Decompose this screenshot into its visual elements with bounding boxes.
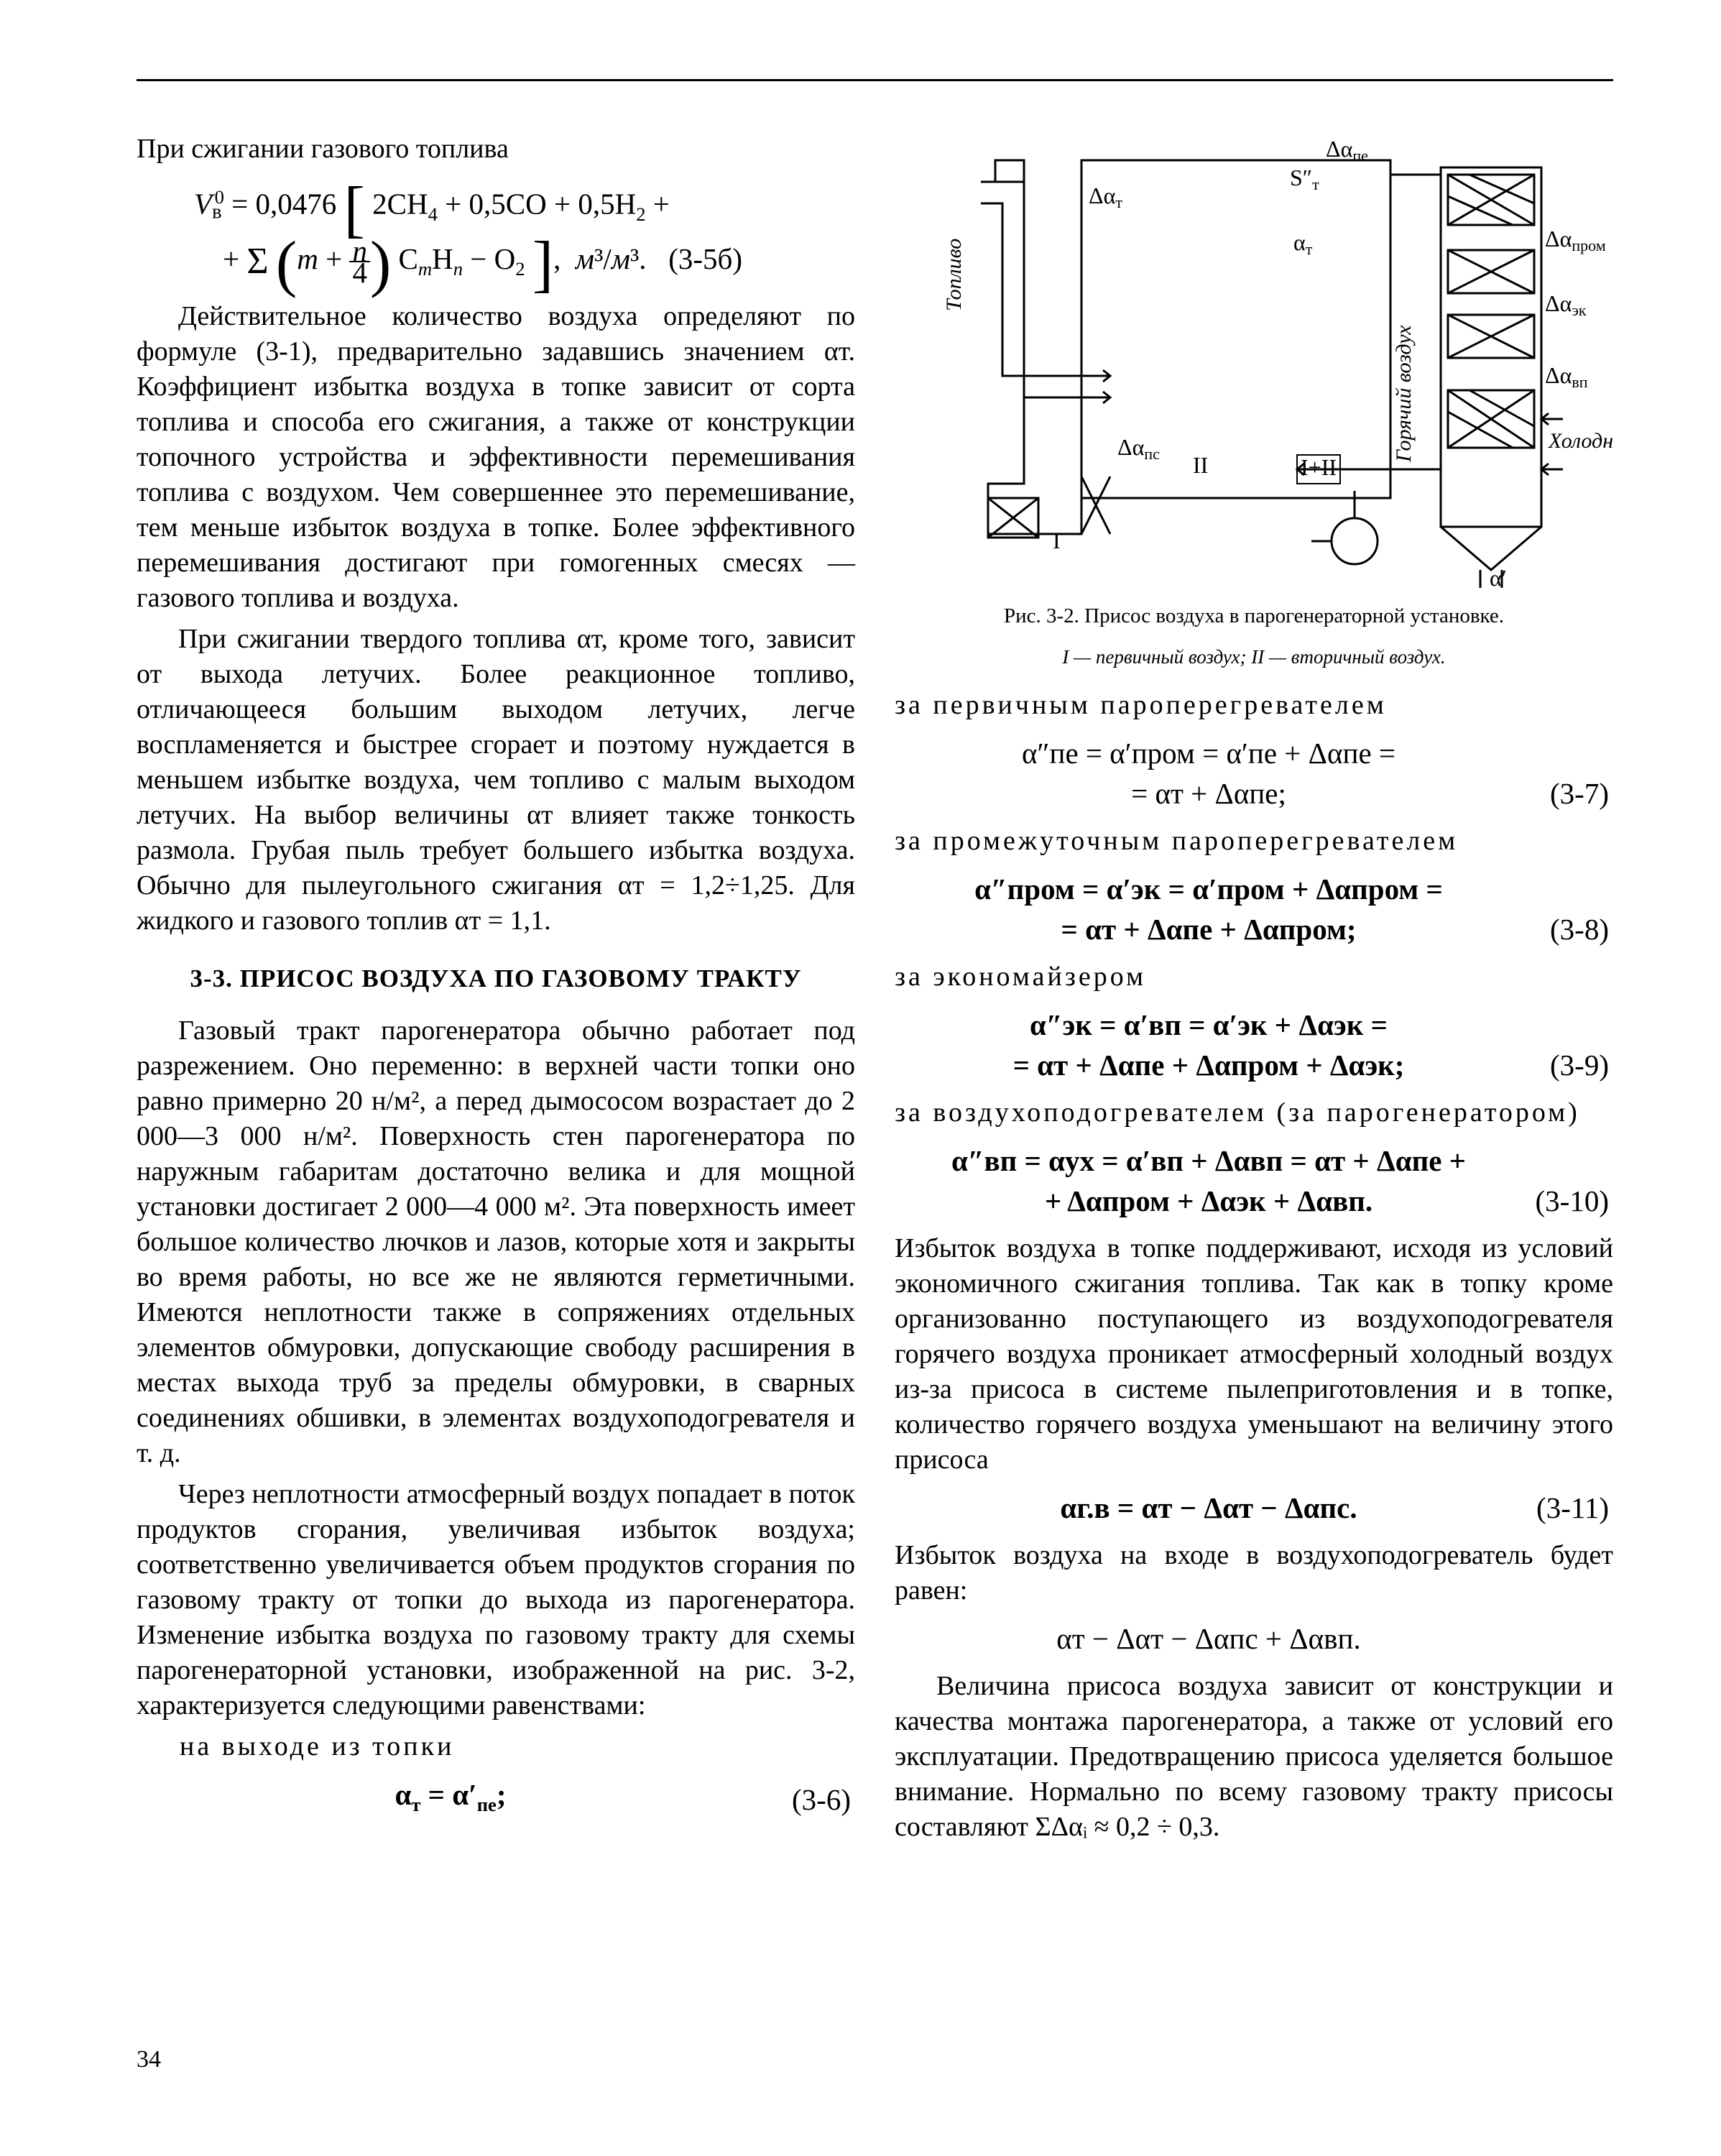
figure-caption-2: I — первичный воздух; II — вторичный воз… xyxy=(895,645,1613,669)
right-p7: Избыток воздуха на входе в воздухоподогр… xyxy=(895,1538,1613,1608)
svg-text:Δαпе: Δαпе xyxy=(1326,136,1368,165)
svg-text:Горячий воздух: Горячий воздух xyxy=(1392,325,1416,463)
figure-caption-1: Рис. 3-2. Присос воздуха в парогенератор… xyxy=(895,603,1613,629)
svg-text:αт: αт xyxy=(1293,229,1313,258)
svg-text:Топливо: Топливо xyxy=(942,239,966,311)
equation-3-10: α″вп = αух = α′вп + Δαвп = αт + Δαпе + +… xyxy=(895,1141,1613,1221)
equation-3-11: αг.в = αт − Δαт − Δαпс.(3-11) xyxy=(895,1488,1613,1528)
equation-3-6: αт = α′пе; (3-6) xyxy=(137,1774,855,1825)
figure-3-2: Топливо Горячий воздух Холодный воздух Δ… xyxy=(895,132,1613,591)
left-label-exit-topka: на выходе из топки xyxy=(137,1729,855,1764)
svg-text:α′: α′ xyxy=(1490,565,1507,591)
svg-text:II: II xyxy=(1193,452,1208,478)
right-p8: Величина присоса воздуха зависит от конс… xyxy=(895,1669,1613,1845)
right-s2: за промежуточным пароперегревателем xyxy=(895,824,1613,859)
right-column: Топливо Горячий воздух Холодный воздух Δ… xyxy=(895,132,1613,1851)
left-p3: Газовый тракт парогенератора обычно рабо… xyxy=(137,1013,855,1471)
left-intro: При сжигании газового топлива xyxy=(137,132,855,167)
section-heading-3-3: 3-3. ПРИСОС ВОЗДУХА ПО ГАЗОВОМУ ТРАКТУ xyxy=(137,964,855,993)
svg-text:Холодный воздух: Холодный воздух xyxy=(1548,429,1613,453)
right-s4: за воздухоподогревателем (за парогенерат… xyxy=(895,1095,1613,1130)
page-number: 34 xyxy=(137,2046,161,2073)
right-p6: Избыток воздуха в топке поддерживают, ис… xyxy=(895,1231,1613,1478)
eq-3-5b-number: (3-5б) xyxy=(668,242,742,275)
left-p2: При сжигании твердого топлива αт, кроме … xyxy=(137,622,855,939)
svg-text:Δαт: Δαт xyxy=(1089,183,1122,211)
svg-text:S″т: S″т xyxy=(1290,165,1319,193)
equation-3-12: αт − Δαт − Δαпс + Δαвп. xyxy=(895,1618,1613,1659)
left-p1: Действительное количество воздуха опреде… xyxy=(137,299,855,616)
right-s1: за первичным пароперегревателем xyxy=(895,688,1613,723)
svg-text:Δαвп: Δαвп xyxy=(1545,362,1588,391)
left-column: При сжигании газового топлива Vв0 = 0,04… xyxy=(137,132,855,1851)
svg-text:Δαпс: Δαпс xyxy=(1117,434,1160,463)
svg-text:Δαпром: Δαпром xyxy=(1545,226,1606,254)
equation-3-9: α″эк = α′вп = α′эк + Δαэк = = αт + Δαпе … xyxy=(895,1005,1613,1085)
svg-text:Δαэк: Δαэк xyxy=(1545,290,1587,319)
equation-3-7: α″пе = α′пром = α′пе + Δαпе = = αт + Δαп… xyxy=(895,733,1613,814)
equation-3-8: α″пром = α′эк = α′пром + Δαпром = = αт +… xyxy=(895,869,1613,949)
equation-3-5b: Vв0 = 0,0476 [ 2CH4 + 0,5CO + 0,5H2 + + … xyxy=(137,177,855,289)
top-border xyxy=(137,79,1613,81)
svg-text:I: I xyxy=(1053,528,1061,553)
left-p4: Через неплотности атмосферный воздух поп… xyxy=(137,1477,855,1723)
right-s3: за экономайзером xyxy=(895,959,1613,995)
svg-text:I+II: I+II xyxy=(1301,454,1337,480)
